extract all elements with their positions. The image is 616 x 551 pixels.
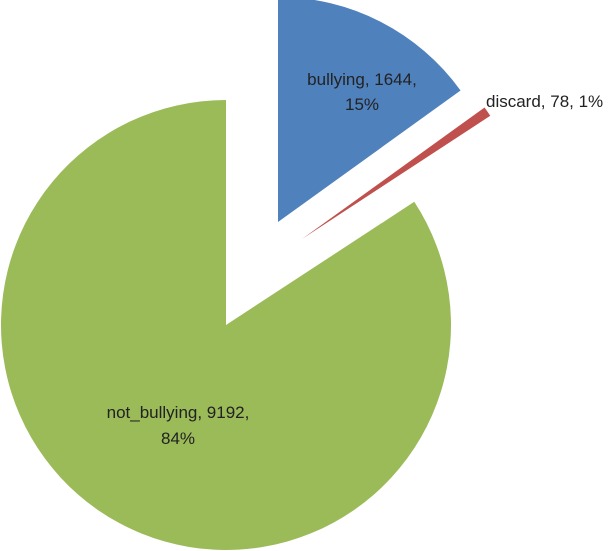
pie-slices bbox=[0, 0, 491, 550]
label-not-bullying: not_bullying, 9192, bbox=[107, 403, 250, 422]
pie-slice-discard bbox=[302, 107, 491, 239]
label-discard: discard, 78, 1% bbox=[486, 92, 603, 111]
label-not-bullying-percent: 84% bbox=[161, 429, 195, 448]
label-bullying: bullying, 1644, bbox=[307, 70, 417, 89]
pie-slice-not-bullying bbox=[0, 100, 451, 550]
pie-slice-bullying bbox=[278, 0, 461, 222]
label-bullying-percent: 15% bbox=[345, 95, 379, 114]
